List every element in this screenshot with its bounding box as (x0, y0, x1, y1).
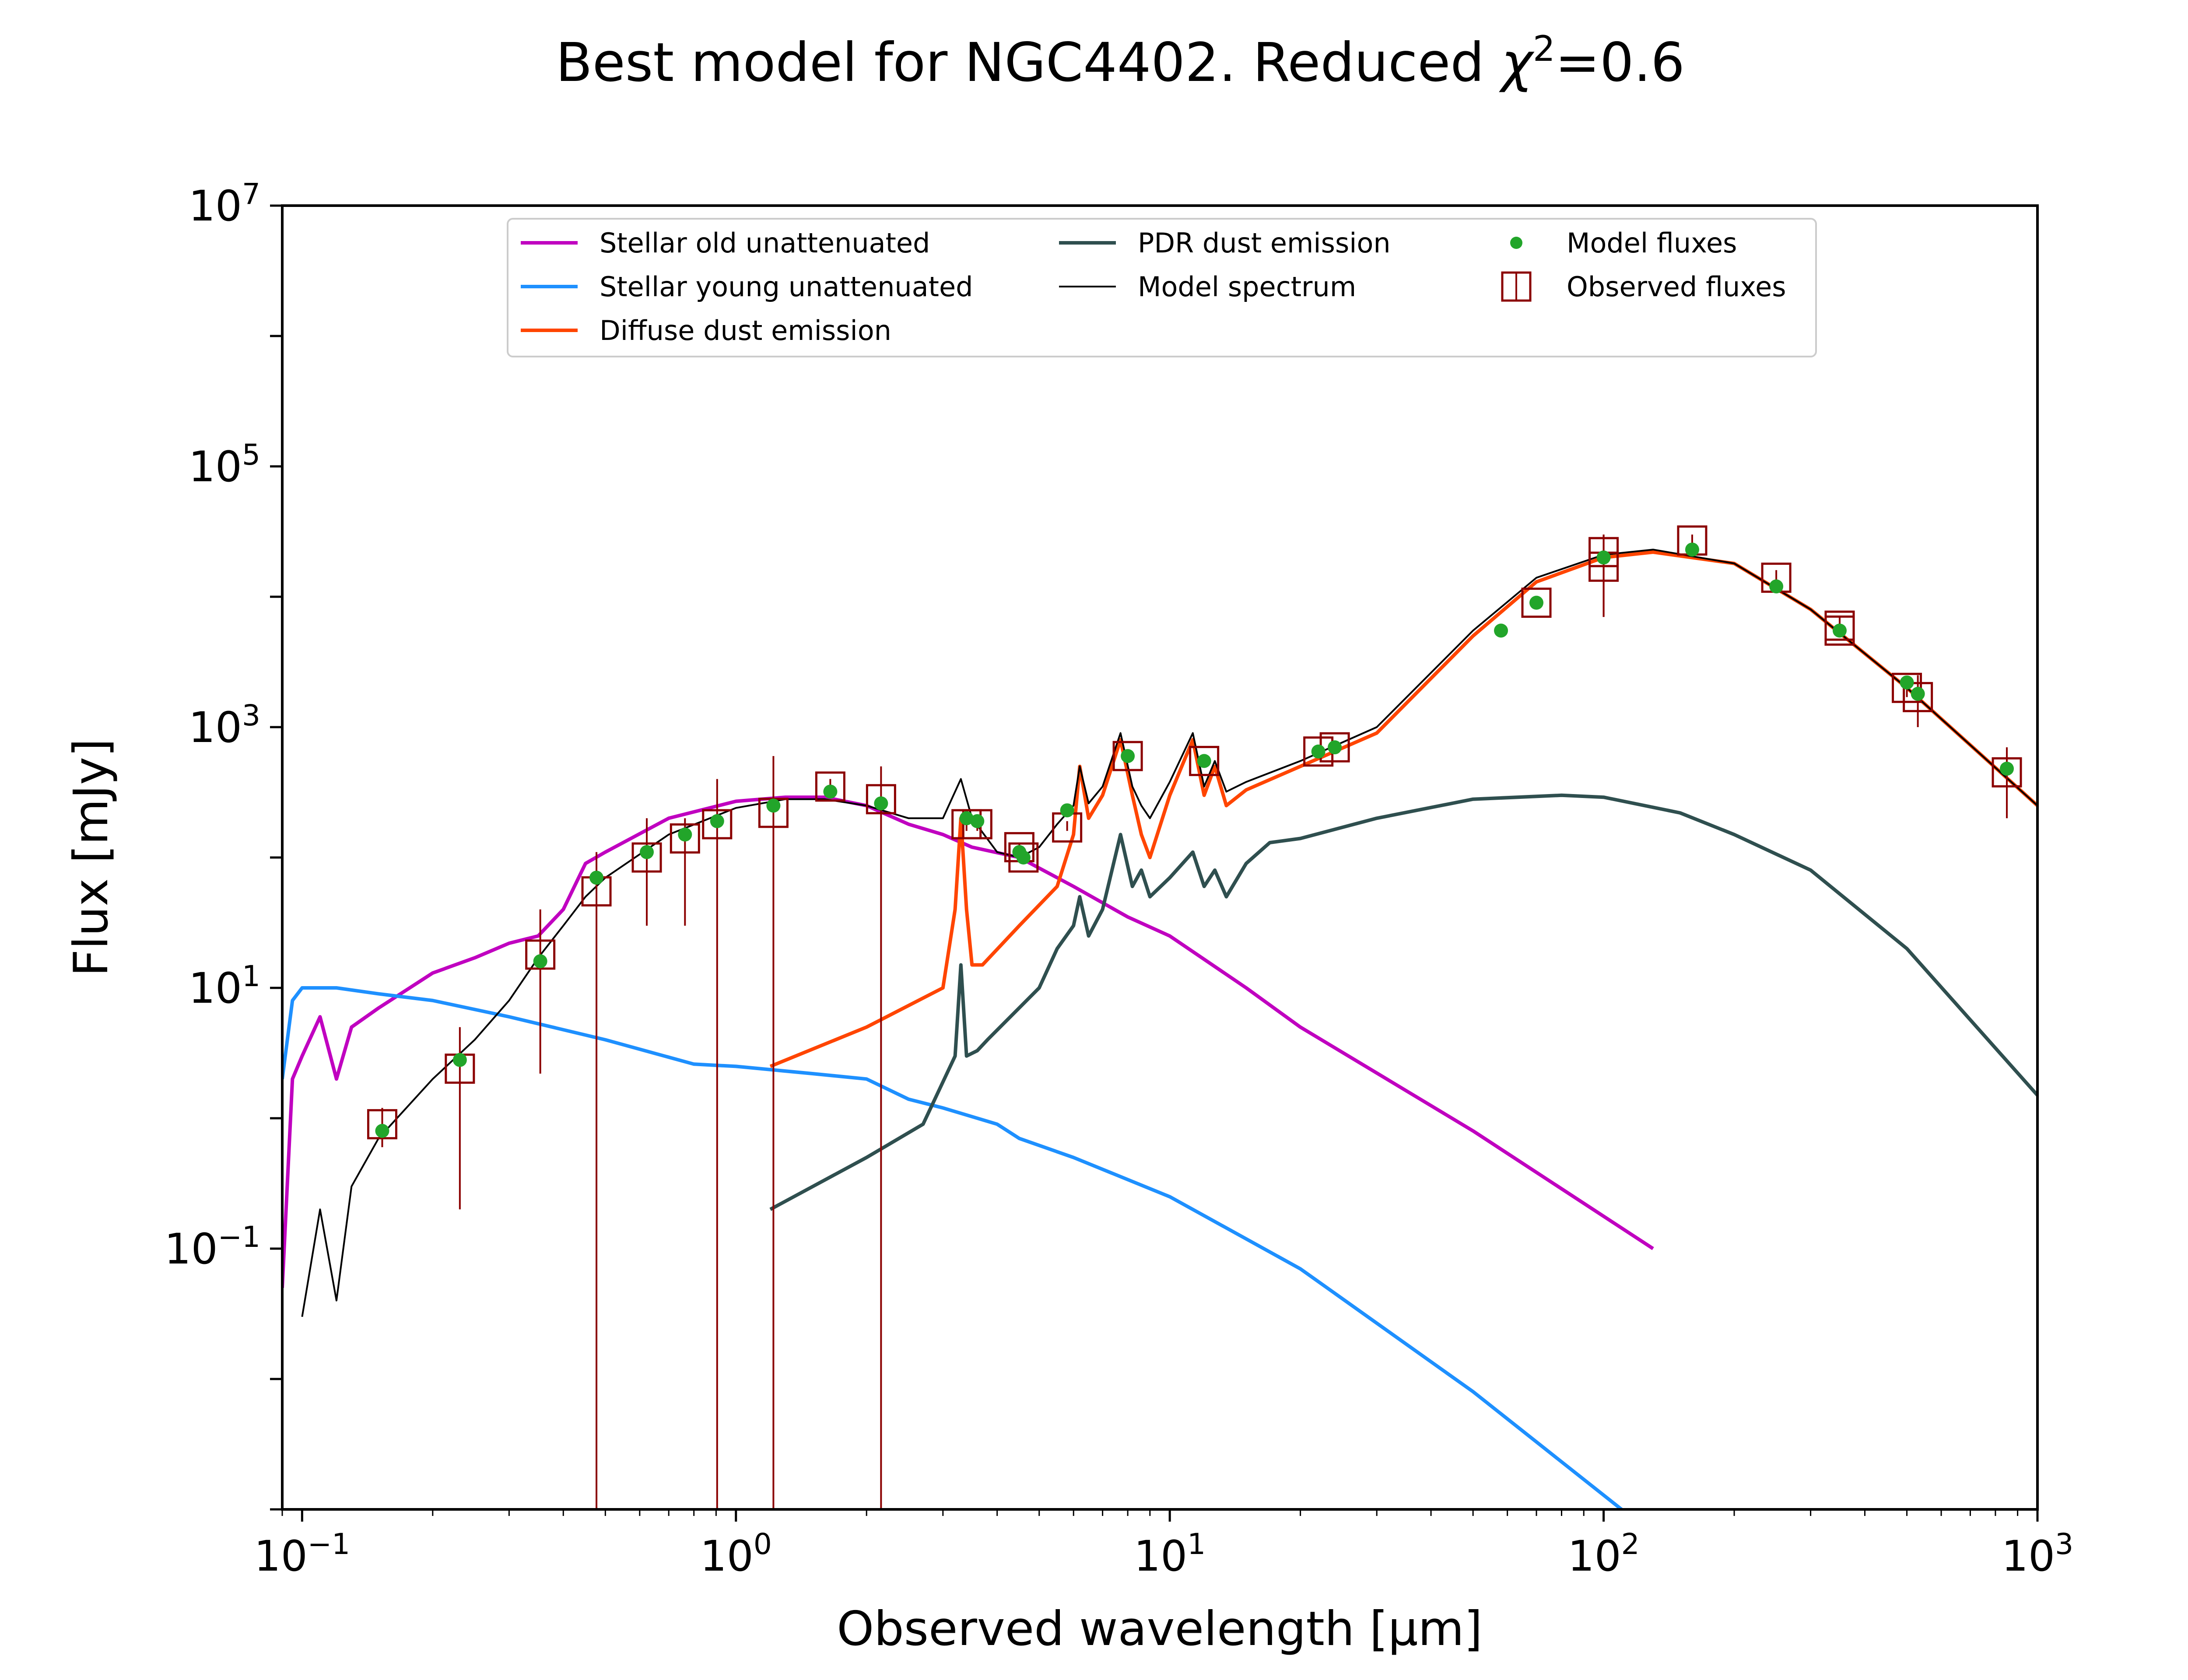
series-line-pdr-dust-emission (769, 793, 2037, 1211)
observed-flux-marker (631, 842, 662, 873)
plot-frame (281, 204, 2039, 1511)
model-flux-point (959, 811, 974, 826)
model-flux-point (1685, 542, 1699, 557)
model-flux-point (970, 814, 985, 828)
observed-flux-marker (525, 939, 556, 970)
model-flux-point (1311, 744, 1325, 759)
legend-model-fluxes-swatch (1510, 237, 1522, 249)
model-flux-point (589, 871, 604, 885)
observed-flux-marker (670, 823, 700, 854)
model-flux-point (1529, 595, 1544, 610)
series-line-stellar-old-unattenuated (282, 795, 1654, 1288)
series-line-stellar-young-unattenuated (282, 986, 1623, 1509)
model-flux-point (1121, 749, 1135, 763)
model-flux-point (640, 845, 654, 859)
model-flux-point (1911, 686, 1925, 701)
x-tick-label: 100 (700, 1527, 772, 1581)
model-flux-point (1328, 740, 1342, 755)
legend-model-spectrum-label: Model spectrum (1138, 271, 1356, 303)
y-tick-label: 103 (189, 699, 260, 752)
observed-flux-marker (367, 1109, 397, 1140)
x-tick-label: 103 (2002, 1527, 2073, 1581)
model-flux-point (1060, 803, 1074, 818)
model-flux-point (375, 1124, 389, 1138)
x-tick-label: 102 (1568, 1527, 1640, 1581)
y-tick-label: 105 (189, 438, 260, 492)
x-tick-label: 101 (1134, 1527, 1206, 1581)
observed-flux-marker (1521, 588, 1552, 618)
model-flux-point (766, 798, 781, 813)
legend-observed-fluxes-label: Observed fluxes (1567, 271, 1786, 303)
legend-box (507, 218, 1817, 357)
x-tick-label: 10−1 (254, 1527, 350, 1581)
model-flux-point (1769, 579, 1784, 594)
observed-flux-marker (1112, 741, 1143, 771)
model-flux-point (1494, 623, 1508, 638)
observed-flux-marker (815, 771, 845, 802)
legend-stellar-young-unattenuated-label: Stellar young unattenuated (600, 271, 973, 303)
observed-flux-marker (1189, 746, 1220, 776)
legend: Stellar old unattenuated Stellar young un… (507, 218, 1817, 357)
x-axis-label: Observed wavelength [μm] (837, 1602, 1483, 1656)
legend-model-fluxes-label: Model fluxes (1567, 227, 1737, 259)
model-flux-point (710, 814, 724, 828)
chart-title: Best model for NGC4402. Reduced χ2=0.6 (556, 28, 1685, 94)
model-flux-point (1016, 850, 1031, 864)
model-flux-point (874, 796, 888, 811)
series-line-model-spectrum (301, 549, 2037, 1317)
model-flux-point (1832, 623, 1847, 638)
observed-flux-marker (1992, 757, 2022, 788)
observed-flux-marker (1903, 682, 1933, 712)
model-flux-point (2000, 761, 2014, 776)
legend-stellar-old-unattenuated-label: Stellar old unattenuated (600, 227, 930, 259)
model-flux-point (678, 827, 692, 842)
y-axis-label: Flux [mJy] (64, 738, 119, 976)
observed-flux-marker (1824, 615, 1855, 646)
y-tick-label: 10−1 (165, 1220, 260, 1274)
model-flux-point (1596, 550, 1611, 565)
observed-flux-marker (702, 809, 733, 840)
legend-diffuse-dust-emission-label: Diffuse dust emission (600, 315, 891, 346)
observed-flux-marker (866, 784, 896, 815)
legend-pdr-dust-emission-label: PDR dust emission (1138, 227, 1391, 259)
y-tick-label: 107 (189, 177, 260, 231)
model-flux-point (1900, 675, 1914, 690)
model-flux-point (533, 954, 547, 969)
observed-flux-marker (1008, 842, 1039, 873)
model-flux-point (1197, 754, 1211, 768)
y-tick-label: 101 (189, 959, 260, 1013)
model-flux-point (823, 784, 838, 799)
model-flux-point (452, 1053, 467, 1067)
series-line-diffuse-dust-emission (769, 550, 2037, 1068)
